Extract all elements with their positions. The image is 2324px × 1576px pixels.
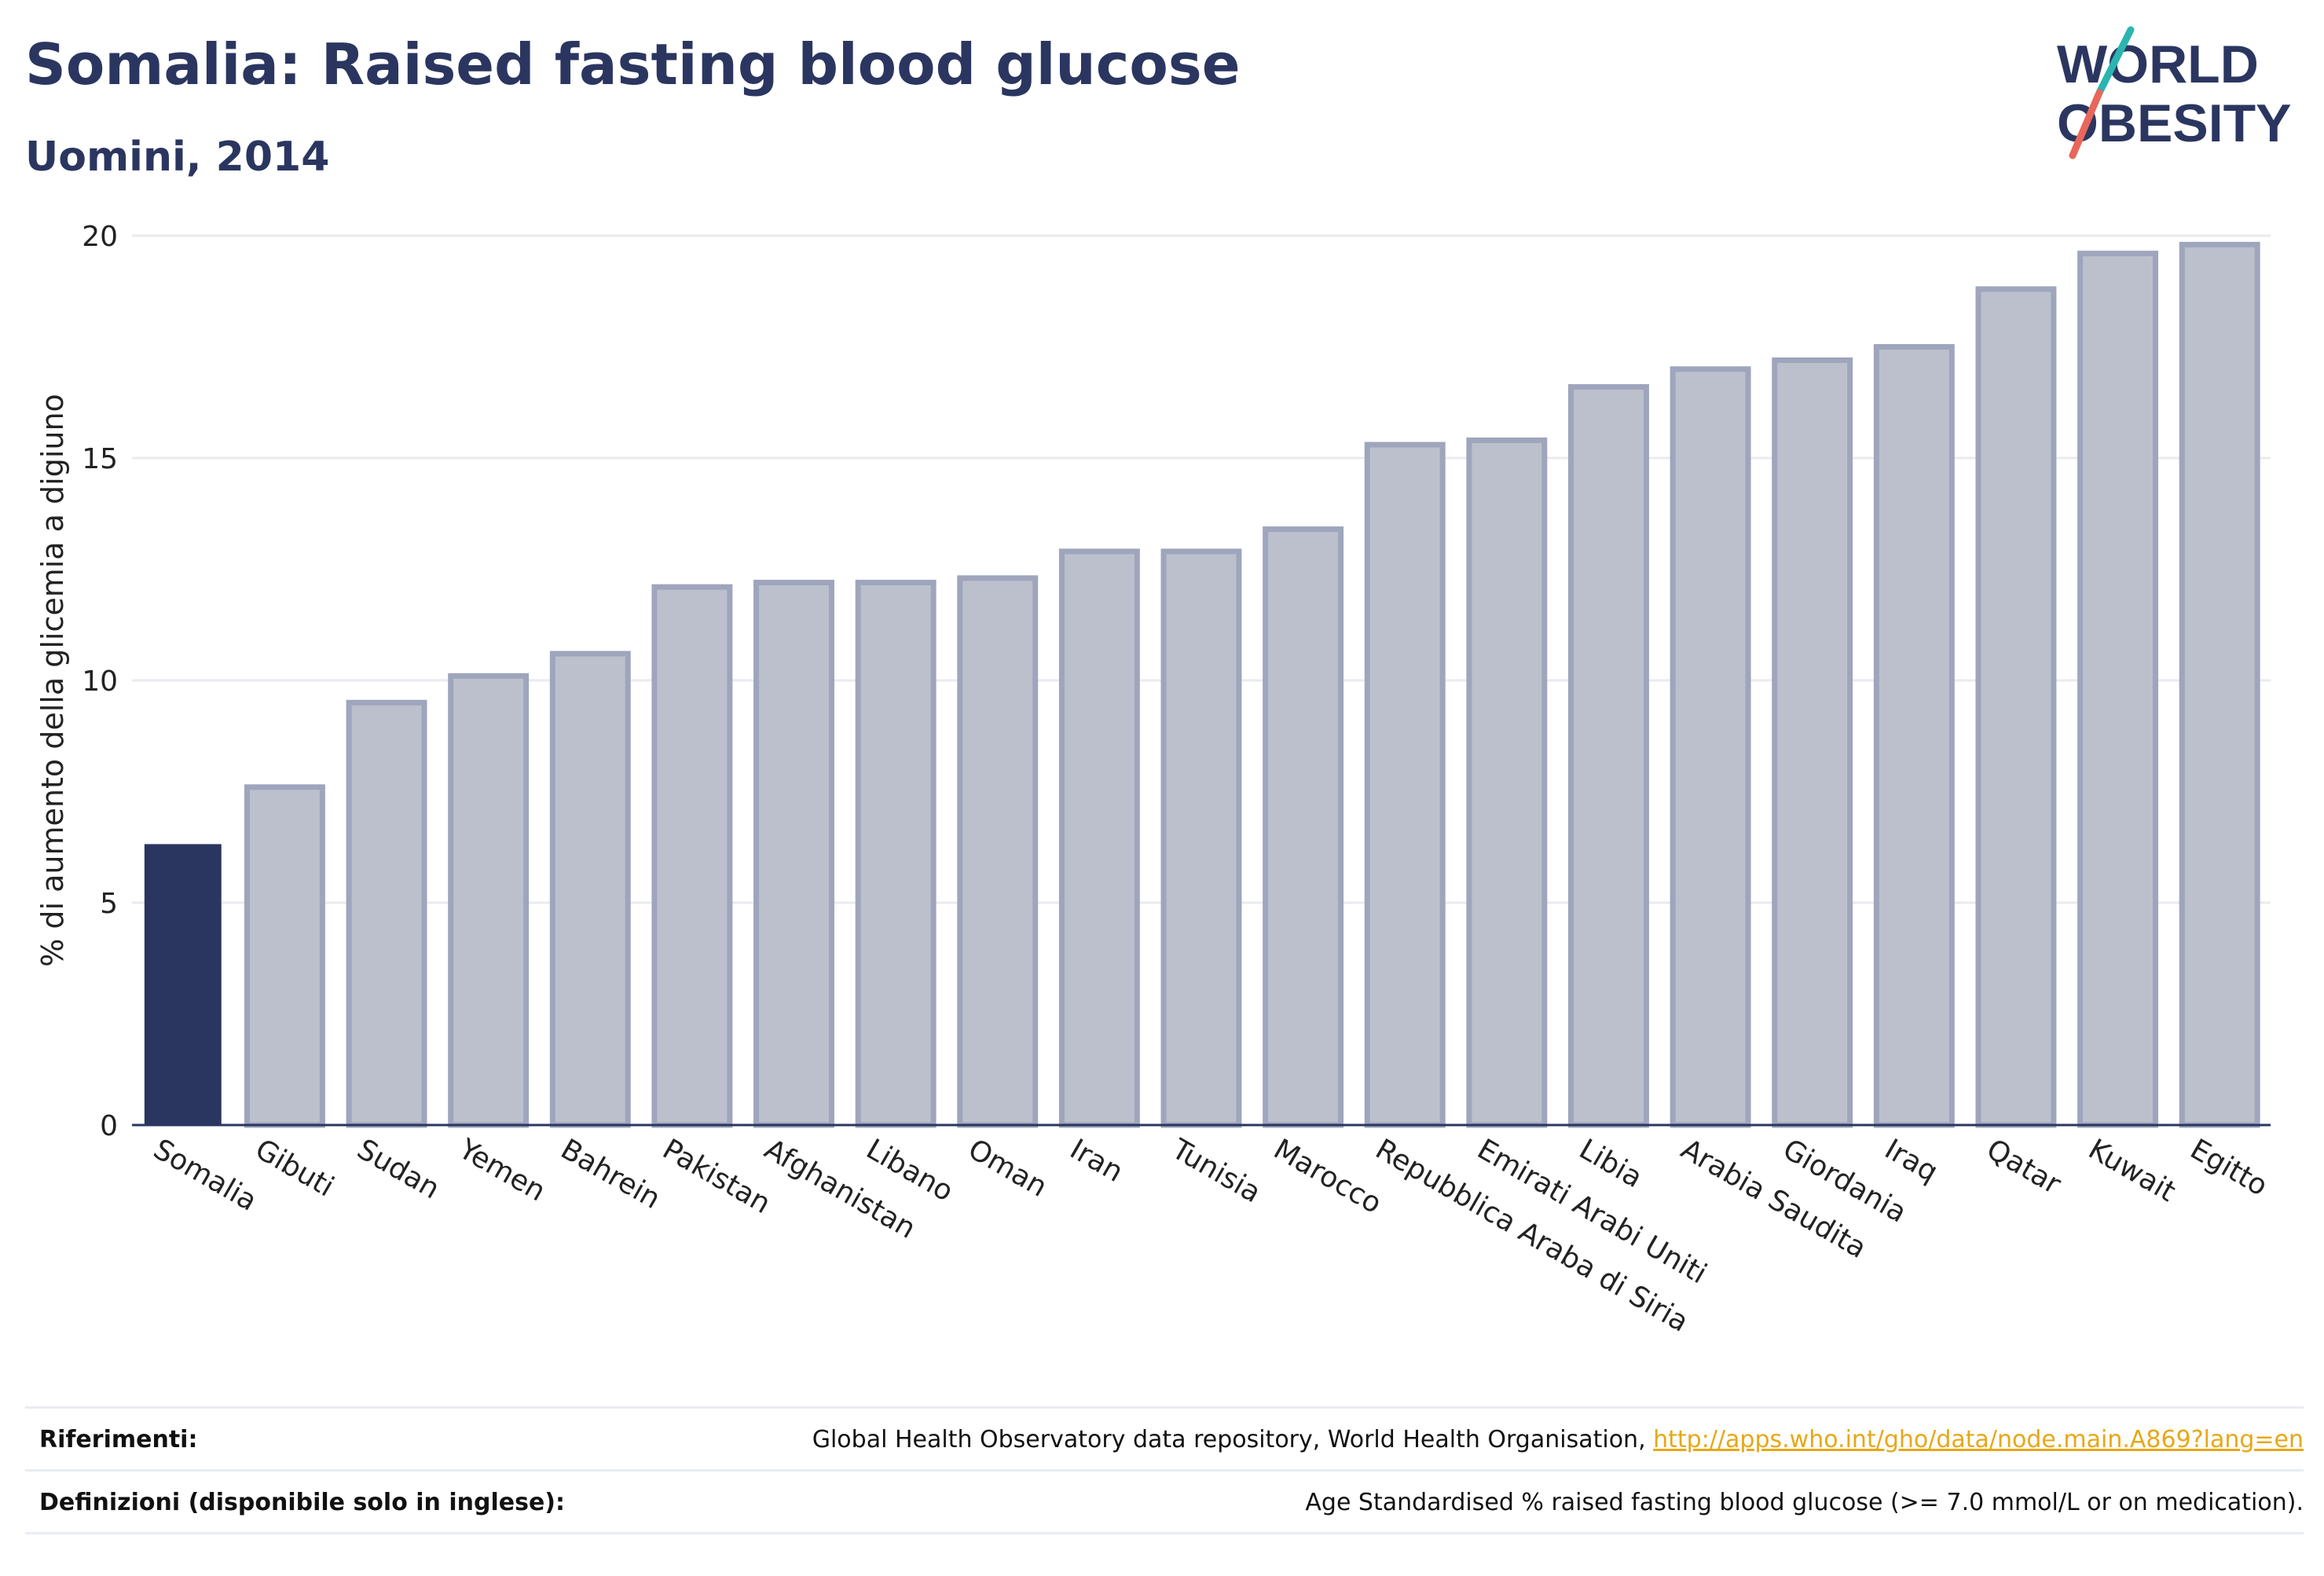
bar — [1058, 548, 1140, 1128]
bar — [651, 584, 733, 1128]
logo-line1: WORLD — [2057, 35, 2259, 94]
y-axis-label: % di aumento della glicemia a digiuno — [35, 394, 70, 967]
bar — [448, 673, 530, 1128]
bar — [1466, 437, 1548, 1128]
bar — [1263, 526, 1344, 1128]
bar — [144, 844, 222, 1127]
y-tick-label: 0 — [100, 1110, 118, 1142]
logo-slash-teal — [2095, 26, 2135, 97]
bar — [549, 651, 631, 1128]
x-tick-label: Kuwait — [2083, 1133, 2181, 1208]
x-tick-label: Oman — [962, 1133, 1052, 1204]
x-tick-label: Qatar — [1981, 1133, 2066, 1200]
definitions-value: Age Standardised % raised fasting blood … — [1305, 1489, 2304, 1516]
bar — [1873, 344, 1955, 1128]
footer-bottom-rule — [25, 1532, 2304, 1535]
x-tick-label: Egitto — [2185, 1133, 2273, 1202]
bar — [2179, 241, 2260, 1128]
bar — [2077, 251, 2159, 1128]
x-tick-label: Arabia Saudita — [1676, 1133, 1872, 1265]
definitions-row: Definizioni (disponibile solo in inglese… — [25, 1469, 2304, 1534]
page-title: Somalia: Raised fasting blood glucose — [25, 31, 1241, 97]
x-tick-label: Pakistan — [657, 1133, 775, 1220]
references-label: Riferimenti: — [39, 1426, 198, 1453]
bar — [1364, 442, 1446, 1128]
y-tick-label: 20 — [82, 221, 118, 253]
bar — [855, 579, 937, 1128]
page-subtitle: Uomini, 2014 — [25, 134, 330, 181]
x-tick-label: Somalia — [148, 1133, 262, 1218]
x-tick-label: Iraq — [1879, 1133, 1943, 1189]
references-text: Global Health Observatory data repositor… — [812, 1426, 1654, 1453]
x-tick-label: Yemen — [453, 1133, 551, 1208]
bar — [1975, 286, 2057, 1128]
bar — [753, 579, 834, 1128]
references-value: Global Health Observatory data repositor… — [812, 1426, 2304, 1453]
bar — [1670, 366, 1751, 1128]
x-tick-label: Iran — [1065, 1133, 1128, 1189]
x-tick-label: Bahrein — [555, 1133, 665, 1215]
bar — [244, 784, 325, 1128]
bar-chart: 0 5 10 15 20 % di aumento della glicemia a di… — [35, 221, 2273, 1339]
x-tick-label: Sudan — [352, 1133, 445, 1205]
references-row: Riferimenti: Global Health Observatory d… — [25, 1406, 2304, 1472]
bar — [1772, 357, 1853, 1128]
bar — [1568, 383, 1649, 1128]
x-tick-label: Gibuti — [250, 1133, 339, 1203]
references-link[interactable]: http://apps.who.int/gho/data/node.main.A… — [1653, 1426, 2304, 1453]
bar — [346, 699, 427, 1128]
y-tick-label: 15 — [82, 443, 118, 475]
x-tick-label: Libia — [1574, 1133, 1648, 1194]
bar — [1160, 548, 1242, 1128]
bar — [957, 575, 1039, 1128]
x-tick-label: Marocco — [1268, 1133, 1387, 1220]
x-tick-label: Tunisia — [1166, 1133, 1266, 1209]
y-tick-label: 10 — [82, 665, 118, 698]
world-obesity-logo: WORLD OBESITY — [2057, 26, 2292, 159]
definitions-label: Definizioni (disponibile solo in inglese… — [39, 1489, 565, 1516]
y-tick-label: 5 — [100, 888, 118, 920]
logo-slash-red — [2069, 89, 2103, 159]
